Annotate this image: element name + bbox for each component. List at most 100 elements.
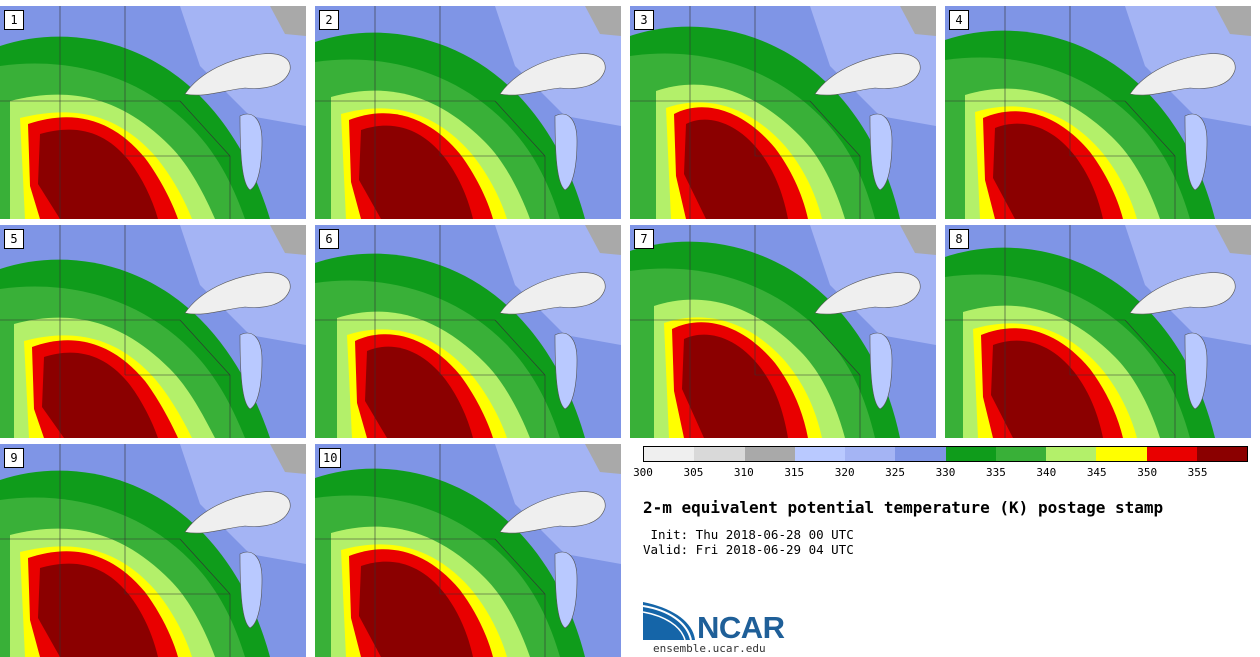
stamp-map: [945, 6, 1251, 219]
colorbar-tick-label: 315: [784, 466, 805, 479]
border-line: [494, 538, 546, 657]
state-borders: [315, 444, 546, 657]
theta-e-core: [684, 119, 788, 219]
lake-superior: [184, 491, 291, 534]
theta-e-core: [991, 340, 1103, 438]
theta-e-core: [38, 129, 158, 219]
lake-michigan: [869, 332, 893, 410]
colorbar-tick-label: 335: [985, 466, 1006, 479]
border-line: [1124, 100, 1176, 219]
stamp-member-1: 1: [0, 6, 306, 219]
lake-superior: [814, 53, 921, 96]
stamp-map: [630, 6, 936, 219]
border-line: [179, 319, 231, 438]
colorbar-swatch: [1146, 447, 1197, 461]
stamp-map: [630, 225, 936, 438]
member-label: 3: [634, 10, 654, 30]
colorbar-tick-label: 305: [683, 466, 704, 479]
site-url: ensemble.ucar.edu: [653, 642, 766, 655]
theta-e-core: [682, 334, 788, 438]
stamp-member-3: 3: [630, 6, 936, 219]
logo-text: NCAR: [697, 610, 785, 645]
lake-michigan: [554, 332, 578, 410]
colorbar-tick-label: 325: [885, 466, 906, 479]
state-borders: [0, 6, 231, 219]
state-borders: [0, 444, 231, 657]
ncar-logo-icon: [643, 602, 695, 641]
border-line: [809, 100, 861, 219]
member-label: 9: [4, 448, 24, 468]
border-line: [494, 100, 546, 219]
lake-michigan: [239, 551, 263, 629]
colorbar-swatch: [995, 447, 1046, 461]
member-label: 2: [319, 10, 339, 30]
lake-superior: [499, 53, 606, 96]
colorbar-tick-label: 330: [935, 466, 956, 479]
stamp-map: [0, 6, 306, 219]
theta-e-core: [993, 123, 1103, 219]
state-borders: [945, 225, 1176, 438]
lake-michigan: [869, 113, 893, 191]
colorbar: [643, 446, 1248, 462]
colorbar-tick-label: 355: [1187, 466, 1208, 479]
border-line: [809, 319, 861, 438]
theta-e-core: [359, 561, 473, 657]
upper-right-patch: [1215, 6, 1251, 36]
colorbar-swatch: [694, 447, 745, 461]
stamp-member-9: 9: [0, 444, 306, 657]
stamp-member-6: 6: [315, 225, 621, 438]
upper-right-patch: [585, 6, 621, 36]
lake-superior: [184, 53, 291, 96]
colorbar-swatch: [945, 447, 996, 461]
colorbar-tick-labels: 300 305 310 315 320 325 330 335 340 345 350 355: [633, 466, 1248, 480]
state-borders: [315, 6, 546, 219]
stamp-map: [0, 225, 306, 438]
upper-right-patch: [270, 6, 306, 36]
stamp-member-8: 8: [945, 225, 1251, 438]
lake-michigan: [239, 113, 263, 191]
init-time: Init: Thu 2018-06-28 00 UTC: [643, 527, 854, 542]
lake-superior: [499, 491, 606, 534]
lake-superior: [1129, 53, 1236, 96]
stamp-member-5: 5: [0, 225, 306, 438]
colorbar-swatch: [845, 447, 896, 461]
plot-title: 2-m equivalent potential temperature (K)…: [643, 498, 1164, 517]
theta-e-core: [365, 346, 473, 438]
colorbar-tick-label: 310: [733, 466, 754, 479]
colorbar-swatch: [644, 447, 695, 461]
colorbar-swatch: [1046, 447, 1097, 461]
lake-michigan: [554, 113, 578, 191]
member-label: 1: [4, 10, 24, 30]
lake-superior: [1129, 272, 1236, 315]
border-line: [179, 100, 231, 219]
theta-e-core: [38, 563, 158, 657]
theta-e-core: [42, 352, 158, 438]
upper-right-patch: [585, 444, 621, 474]
colorbar-swatch: [1196, 447, 1247, 461]
lake-michigan: [1184, 332, 1208, 410]
upper-right-patch: [270, 225, 306, 255]
stamp-map: [315, 225, 621, 438]
colorbar-tick-label: 350: [1137, 466, 1158, 479]
member-label: 4: [949, 10, 969, 30]
upper-right-patch: [585, 225, 621, 255]
stamp-member-4: 4: [945, 6, 1251, 219]
colorbar-tick-label: 340: [1036, 466, 1057, 479]
upper-right-patch: [900, 225, 936, 255]
colorbar-swatch: [744, 447, 795, 461]
stamp-member-2: 2: [315, 6, 621, 219]
border-line: [1124, 319, 1176, 438]
state-borders: [945, 6, 1176, 219]
upper-right-patch: [900, 6, 936, 36]
state-borders: [0, 225, 231, 438]
stamp-map: [315, 6, 621, 219]
colorbar-tick-label: 320: [834, 466, 855, 479]
stamp-map: [0, 444, 306, 657]
colorbar-swatch: [1096, 447, 1147, 461]
state-borders: [630, 6, 861, 219]
colorbar-swatch: [794, 447, 845, 461]
member-label: 5: [4, 229, 24, 249]
colorbar-tick-label: 345: [1086, 466, 1107, 479]
lake-michigan: [1184, 113, 1208, 191]
lake-superior: [184, 272, 291, 315]
